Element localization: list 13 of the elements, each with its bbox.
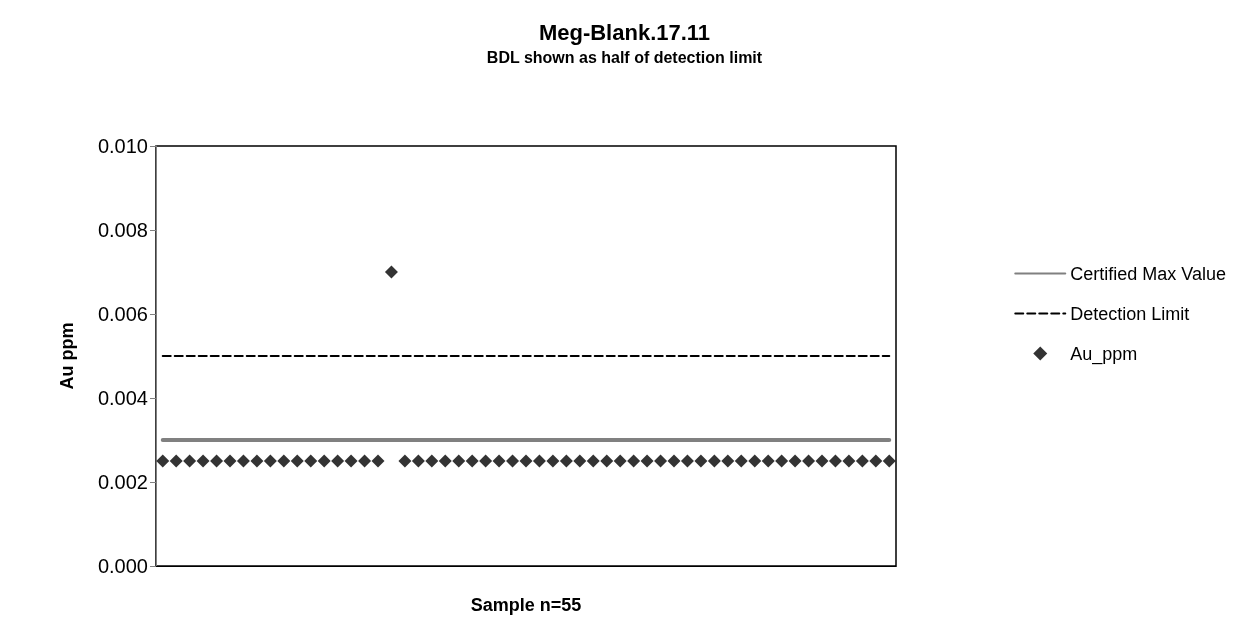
chart-title: Meg-Blank.17.11 bbox=[538, 19, 711, 45]
y-tick-label: 0.000 bbox=[97, 555, 148, 577]
legend-label: Detection Limit bbox=[1070, 303, 1190, 324]
legend-label: Certified Max Value bbox=[1070, 263, 1226, 284]
legend-label: Au_ppm bbox=[1070, 343, 1138, 365]
y-tick-label: 0.002 bbox=[97, 471, 148, 493]
chart-subtitle: BDL shown as half of detection limit bbox=[486, 48, 763, 66]
y-tick-label: 0.004 bbox=[97, 387, 148, 409]
y-tick-label: 0.008 bbox=[97, 219, 148, 241]
x-axis-title: Sample n=55 bbox=[470, 595, 582, 615]
y-tick-label: 0.010 bbox=[97, 135, 148, 157]
y-tick-label: 0.006 bbox=[97, 303, 148, 325]
y-axis-title: Au ppm bbox=[57, 322, 77, 390]
